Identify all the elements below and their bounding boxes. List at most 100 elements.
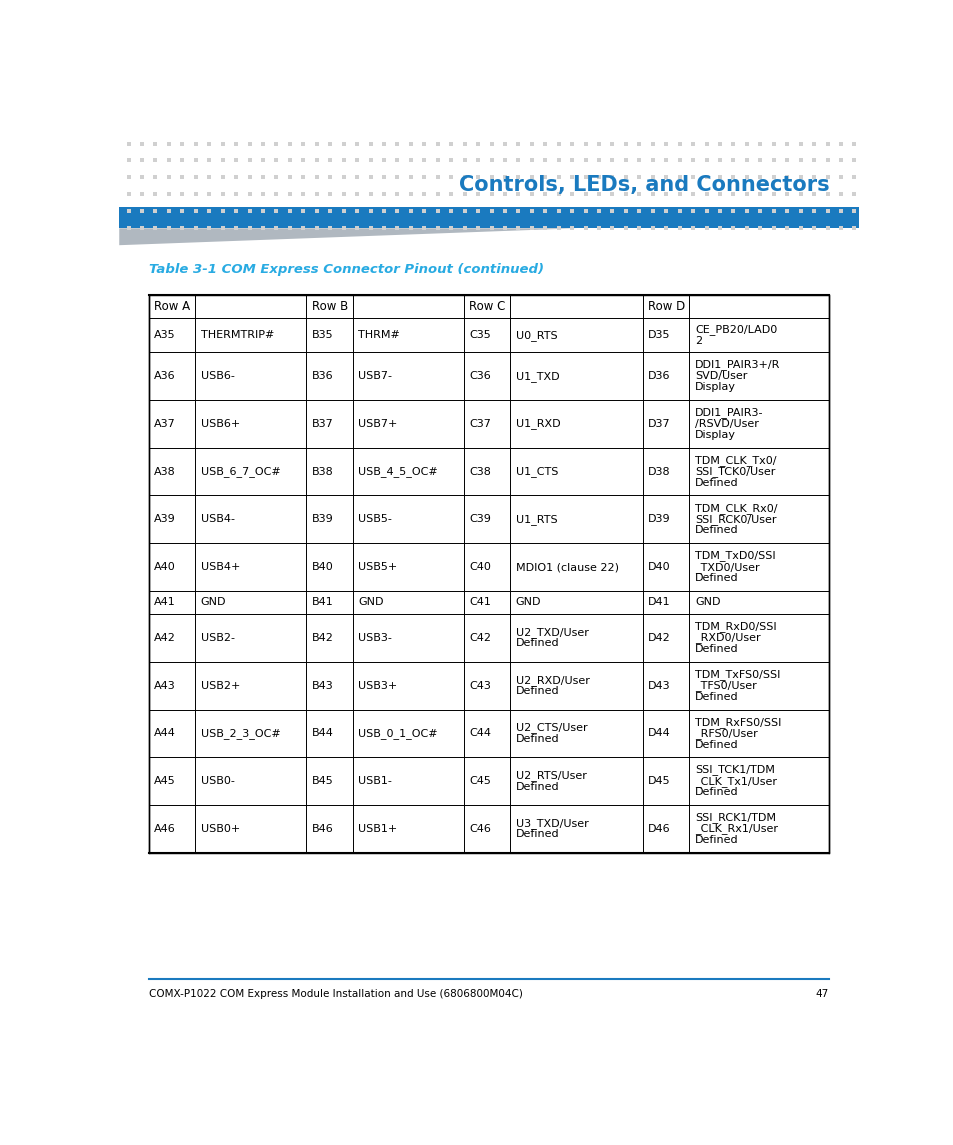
Text: B35: B35 [312, 330, 333, 340]
Text: D39: D39 [648, 514, 670, 524]
Text: Controls, LEDs, and Connectors: Controls, LEDs, and Connectors [458, 175, 828, 195]
Text: U2_RTS/User: U2_RTS/User [516, 771, 586, 781]
Text: D40: D40 [648, 562, 670, 572]
Text: USB7+: USB7+ [358, 419, 397, 429]
Text: USB6+: USB6+ [200, 419, 240, 429]
Text: _CLK_Tx1/User: _CLK_Tx1/User [694, 775, 776, 787]
Text: C36: C36 [469, 371, 491, 381]
Text: USB_2_3_OC#: USB_2_3_OC# [200, 728, 280, 739]
Text: _CLK_Rx1/User: _CLK_Rx1/User [694, 823, 777, 835]
Text: U2_CTS/User: U2_CTS/User [516, 722, 587, 733]
Text: Defined: Defined [516, 639, 558, 648]
Text: 47: 47 [815, 989, 828, 1000]
Text: Defined: Defined [694, 692, 738, 702]
Text: A41: A41 [154, 598, 175, 608]
Text: Row D: Row D [648, 300, 685, 314]
Text: TDM_CLK_Rx0/: TDM_CLK_Rx0/ [694, 503, 777, 514]
Text: GND: GND [516, 598, 540, 608]
Text: USB5+: USB5+ [358, 562, 397, 572]
Text: Defined: Defined [694, 574, 738, 583]
Text: SSI_RCK1/TDM: SSI_RCK1/TDM [694, 812, 775, 823]
Text: B40: B40 [312, 562, 334, 572]
Text: D36: D36 [648, 371, 670, 381]
Text: TDM_TxFS0/SSI: TDM_TxFS0/SSI [694, 669, 780, 680]
Text: U2_TXD/User: U2_TXD/User [516, 626, 588, 638]
Text: C45: C45 [469, 776, 491, 787]
Text: B43: B43 [312, 680, 334, 690]
Text: D38: D38 [648, 466, 670, 476]
Text: B41: B41 [312, 598, 334, 608]
Text: GND: GND [358, 598, 383, 608]
Text: _TXD0/User: _TXD0/User [694, 561, 759, 572]
Text: THERMTRIP#: THERMTRIP# [200, 330, 274, 340]
Text: Row A: Row A [154, 300, 190, 314]
Text: Defined: Defined [694, 477, 738, 488]
Text: B39: B39 [312, 514, 334, 524]
Text: Display: Display [694, 431, 735, 440]
Text: USB_4_5_OC#: USB_4_5_OC# [358, 466, 437, 477]
Text: 2: 2 [694, 335, 701, 346]
Text: USB_0_1_OC#: USB_0_1_OC# [358, 728, 437, 739]
Text: B45: B45 [312, 776, 334, 787]
Text: C43: C43 [469, 680, 491, 690]
Text: /RSVD/User: /RSVD/User [694, 419, 758, 429]
Text: A42: A42 [154, 633, 175, 642]
Text: Row B: Row B [312, 300, 348, 314]
Text: SSI_RCK0/User: SSI_RCK0/User [694, 514, 776, 524]
Text: U2_RXD/User: U2_RXD/User [516, 674, 589, 686]
Text: A39: A39 [154, 514, 175, 524]
Text: C46: C46 [469, 824, 491, 834]
Text: U1_CTS: U1_CTS [516, 466, 558, 477]
Text: USB3+: USB3+ [358, 680, 397, 690]
Text: USB4+: USB4+ [200, 562, 240, 572]
Text: U1_RXD: U1_RXD [516, 418, 559, 429]
Text: B36: B36 [312, 371, 333, 381]
Text: GND: GND [200, 598, 226, 608]
Text: DDI1_PAIR3-: DDI1_PAIR3- [694, 408, 762, 418]
Text: D42: D42 [648, 633, 670, 642]
Text: U3_TXD/User: U3_TXD/User [516, 818, 588, 829]
Text: A46: A46 [154, 824, 175, 834]
Text: D45: D45 [648, 776, 670, 787]
Text: USB1+: USB1+ [358, 824, 397, 834]
Text: COMX-P1022 COM Express Module Installation and Use (6806800M04C): COMX-P1022 COM Express Module Installati… [149, 989, 522, 1000]
Text: U1_RTS: U1_RTS [516, 514, 557, 524]
Text: U1_TXD: U1_TXD [516, 371, 558, 381]
Text: C39: C39 [469, 514, 491, 524]
Text: _RXD0/User: _RXD0/User [694, 632, 760, 643]
Text: Display: Display [694, 382, 735, 393]
Text: DDI1_PAIR3+/R: DDI1_PAIR3+/R [694, 360, 780, 370]
Text: USB_6_7_OC#: USB_6_7_OC# [200, 466, 280, 477]
Text: SVD/User: SVD/User [694, 371, 746, 381]
Text: USB2-: USB2- [200, 633, 234, 642]
Text: Defined: Defined [516, 829, 558, 839]
Text: TDM_CLK_Tx0/: TDM_CLK_Tx0/ [694, 455, 776, 466]
Text: Defined: Defined [516, 734, 558, 744]
Text: TDM_RxD0/SSI: TDM_RxD0/SSI [694, 622, 776, 632]
Text: USB5-: USB5- [358, 514, 392, 524]
Text: USB3-: USB3- [358, 633, 392, 642]
Text: D41: D41 [648, 598, 670, 608]
Text: MDIO1 (clause 22): MDIO1 (clause 22) [516, 562, 618, 572]
Bar [119, 207, 858, 228]
Text: A45: A45 [154, 776, 175, 787]
Text: B37: B37 [312, 419, 334, 429]
Text: C37: C37 [469, 419, 491, 429]
Text: USB0-: USB0- [200, 776, 234, 787]
Text: SSI_TCK0/User: SSI_TCK0/User [694, 466, 775, 477]
Text: Defined: Defined [694, 645, 738, 654]
Text: USB0+: USB0+ [200, 824, 240, 834]
Text: USB1-: USB1- [358, 776, 392, 787]
Text: THRM#: THRM# [358, 330, 399, 340]
Text: C35: C35 [469, 330, 491, 340]
Text: A36: A36 [154, 371, 175, 381]
Text: A38: A38 [154, 466, 175, 476]
Text: C44: C44 [469, 728, 491, 739]
Text: Row C: Row C [469, 300, 505, 314]
Text: Defined: Defined [694, 740, 738, 750]
Text: Defined: Defined [694, 788, 738, 797]
Text: USB7-: USB7- [358, 371, 392, 381]
Text: CE_PB20/LAD0: CE_PB20/LAD0 [694, 324, 777, 335]
Text: _TFS0/User: _TFS0/User [694, 680, 756, 692]
Text: SSI_TCK1/TDM: SSI_TCK1/TDM [694, 765, 774, 775]
